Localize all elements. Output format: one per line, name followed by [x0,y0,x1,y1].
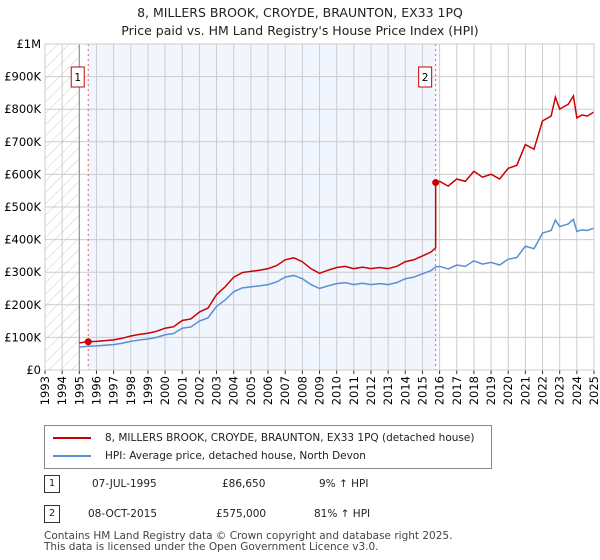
x-tick-label: 2013 [381,376,395,405]
sale-marker-number: 1 [74,72,81,84]
x-tick-label: 2003 [210,376,224,405]
hpi-line [79,218,595,348]
x-tick-label: 1997 [107,376,121,405]
property-price-line [79,93,595,344]
price: £575,000 [216,508,267,520]
x-tick-label: 2023 [553,376,567,405]
x-tick-label: 1998 [124,376,138,405]
date: 08-OCT-2015 [88,508,157,520]
legend-item-hpi: HPI: Average price, detached house, Nort… [53,450,366,462]
x-tick-label: 2020 [501,376,515,405]
licence: This data is licensed under the Open Gov… [44,541,379,553]
x-tick-label: 2001 [175,376,189,405]
x-tick-label: 2011 [347,376,361,405]
marker-badge: 2 [44,505,60,523]
legend: 8, MILLERS BROOK, CROYDE, BRAUNTON, EX33… [44,425,492,469]
x-tick-label: 2002 [192,376,206,405]
x-tick-label: 2017 [450,376,464,405]
x-tick-label: 1996 [89,376,103,405]
y-tick-label: £600K [4,167,41,181]
hpi-change: 81% ↑ HPI [314,508,371,520]
sale-marker-badge [70,66,85,88]
chart-title: 8, MILLERS BROOK, CROYDE, BRAUNTON, EX33… [0,4,600,40]
transaction-row: 2 08-OCT-2015 £575,000 81% ↑ HPI [44,505,564,525]
x-tick-label: 2016 [433,376,447,405]
y-tick-label: £400K [4,233,41,247]
price-chart: £0 £100K £200K £300K £400K £500K £600K £700K £80… [4,37,600,405]
x-tick-label: 2022 [536,376,550,405]
x-tick-label: 1994 [55,376,69,405]
transaction-row: 1 07-JUL-1995 £86,650 9% ↑ HPI [44,475,564,495]
x-tick-label: 2007 [278,376,292,405]
sale-marker-number: 2 [422,72,429,84]
y-tick-label: £1M [16,37,41,51]
x-tick-label: 2005 [244,376,258,405]
footer: Contains HM Land Registry data © Crown c… [44,531,452,553]
hpi-change: 9% ↑ HPI [319,478,369,490]
x-tick-label: 2018 [467,376,481,405]
legend-label: HPI: Average price, detached house, Nort… [105,450,366,462]
y-tick-label: £700K [4,135,41,149]
sale-point [432,179,440,187]
x-tick-label: 2008 [295,376,309,405]
x-tick-label: 2015 [415,376,429,405]
x-tick-label: 2006 [261,376,275,405]
x-tick-label: 2014 [398,376,412,405]
title-line: 8, MILLERS BROOK, CROYDE, BRAUNTON, EX33… [137,5,463,20]
sale-point [84,338,92,346]
x-tick-label: 2004 [227,376,241,405]
plot-border [44,43,595,371]
x-tick-label: 2019 [484,376,498,405]
copyright: Contains HM Land Registry data © Crown c… [44,530,453,542]
x-tick-label: 2021 [518,376,532,405]
y-tick-label: £300K [4,265,41,279]
y-tick-label: £800K [4,102,41,116]
legend-item-property: 8, MILLERS BROOK, CROYDE, BRAUNTON, EX33… [53,432,474,444]
y-tick-label: £900K [4,70,41,84]
y-tick-label: £100K [4,330,41,344]
x-tick-label: 2010 [330,376,344,405]
x-tick-label: 2025 [587,376,600,405]
x-tick-label: 2024 [570,376,584,405]
legend-label: 8, MILLERS BROOK, CROYDE, BRAUNTON, EX33… [105,432,475,444]
subtitle-line: Price paid vs. HM Land Registry's House … [121,23,479,38]
y-tick-label: £500K [4,200,41,214]
sale-marker-badge [418,66,433,88]
x-tick-label: 2000 [158,376,172,405]
x-tick-label: 1999 [141,376,155,405]
y-tick-label: £200K [4,298,41,312]
date: 07-JUL-1995 [92,478,157,490]
x-tick-label: 1995 [72,376,86,405]
y-tick-label: £0 [26,363,41,377]
x-tick-label: 2012 [364,376,378,405]
x-tick-label: 2009 [313,376,327,405]
price: £86,650 [222,478,266,490]
marker-badge: 1 [44,475,60,493]
x-tick-label: 1993 [38,376,52,405]
